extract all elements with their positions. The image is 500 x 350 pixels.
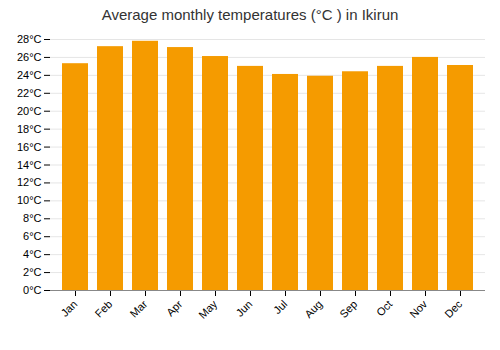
svg-text:28°C: 28°C [17,33,42,45]
svg-text:Oct: Oct [374,298,395,319]
svg-text:Dec: Dec [442,297,465,320]
svg-text:May: May [196,297,220,321]
svg-text:24°C: 24°C [17,69,42,81]
svg-text:Jan: Jan [58,298,79,319]
svg-text:Feb: Feb [93,298,115,320]
svg-text:Jul: Jul [271,298,289,316]
svg-text:4°C: 4°C [23,248,42,260]
svg-text:16°C: 16°C [17,141,42,153]
svg-text:Aug: Aug [302,298,324,320]
svg-text:Sep: Sep [337,298,359,320]
svg-text:Jun: Jun [233,298,254,319]
svg-text:14°C: 14°C [17,159,42,171]
svg-text:22°C: 22°C [17,87,42,99]
svg-text:Nov: Nov [407,297,430,320]
svg-text:Apr: Apr [164,298,185,319]
svg-text:20°C: 20°C [17,105,42,117]
html-text:Average monthly temperatures (: Average monthly temperatures (°C ) in Ik… [101,6,399,23]
svg-text:18°C: 18°C [17,123,42,135]
svg-text:12°C: 12°C [17,176,42,188]
svg-text:6°C: 6°C [23,230,42,242]
svg-text:0°C: 0°C [23,284,42,296]
svg-text:26°C: 26°C [17,51,42,63]
svg-text:10°C: 10°C [17,194,42,206]
svg-text:Mar: Mar [128,298,150,320]
svg-text:8°C: 8°C [23,212,42,224]
svg-text:2°C: 2°C [23,266,42,278]
